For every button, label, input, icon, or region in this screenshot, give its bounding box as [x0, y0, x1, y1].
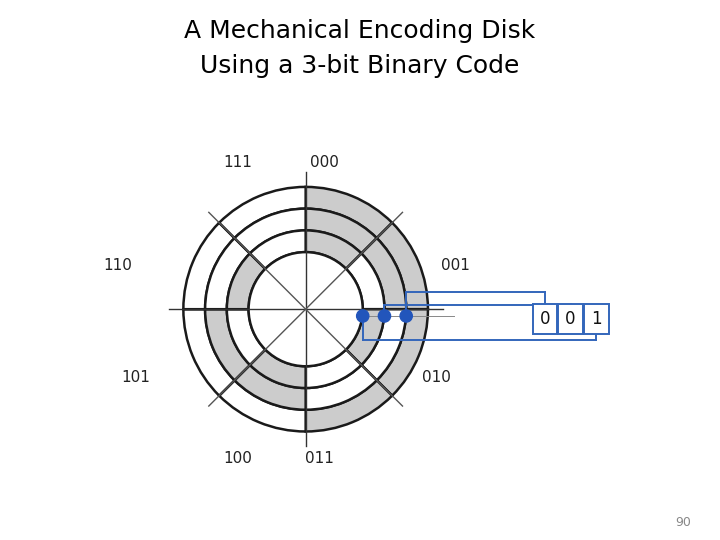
- Wedge shape: [227, 253, 265, 309]
- Text: 011: 011: [305, 451, 333, 466]
- Text: 111: 111: [223, 155, 252, 170]
- Wedge shape: [205, 309, 250, 380]
- Wedge shape: [235, 208, 306, 253]
- Wedge shape: [361, 238, 406, 309]
- Wedge shape: [250, 349, 306, 388]
- Text: 90: 90: [675, 516, 691, 529]
- Wedge shape: [219, 380, 306, 431]
- Wedge shape: [306, 349, 361, 388]
- Text: 0: 0: [539, 310, 550, 328]
- Wedge shape: [346, 253, 384, 309]
- Wedge shape: [377, 309, 428, 396]
- Wedge shape: [306, 380, 392, 431]
- Text: 001: 001: [441, 258, 469, 273]
- Bar: [533, 304, 557, 334]
- Wedge shape: [219, 187, 306, 238]
- Circle shape: [248, 252, 363, 366]
- Wedge shape: [227, 309, 265, 365]
- Wedge shape: [184, 222, 235, 309]
- Text: 000: 000: [310, 155, 339, 170]
- Wedge shape: [306, 208, 377, 253]
- Wedge shape: [184, 309, 235, 396]
- Wedge shape: [306, 187, 392, 238]
- Text: 100: 100: [223, 451, 252, 466]
- Text: Using a 3-bit Binary Code: Using a 3-bit Binary Code: [200, 54, 520, 78]
- Wedge shape: [361, 309, 406, 380]
- Bar: [559, 304, 582, 334]
- Text: 110: 110: [104, 258, 132, 273]
- Text: 0: 0: [565, 310, 576, 328]
- Text: A Mechanical Encoding Disk: A Mechanical Encoding Disk: [184, 19, 536, 43]
- Wedge shape: [346, 309, 384, 365]
- Text: 101: 101: [122, 369, 150, 384]
- Wedge shape: [306, 365, 377, 410]
- Circle shape: [400, 310, 413, 322]
- Wedge shape: [235, 365, 306, 410]
- Circle shape: [378, 310, 390, 322]
- Wedge shape: [377, 222, 428, 309]
- Wedge shape: [205, 238, 250, 309]
- Circle shape: [356, 310, 369, 322]
- Wedge shape: [306, 231, 361, 269]
- Wedge shape: [250, 231, 306, 269]
- Text: 010: 010: [422, 369, 451, 384]
- Text: 1: 1: [591, 310, 602, 328]
- Bar: [584, 304, 608, 334]
